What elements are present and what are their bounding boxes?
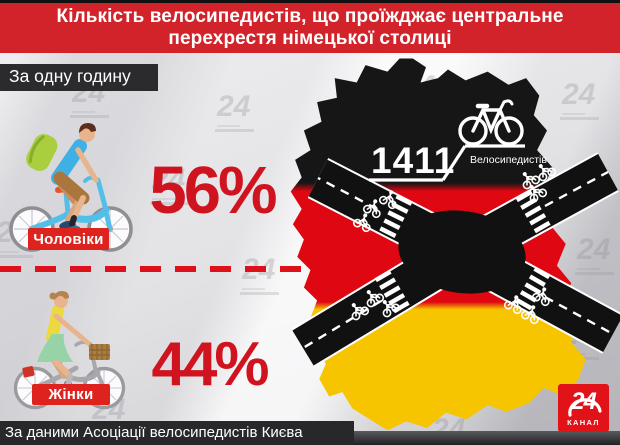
channel-watermark-icon: 24 <box>215 92 255 132</box>
logo-number: 24 <box>571 388 597 415</box>
red-dashed-divider <box>0 266 312 272</box>
channel-watermark-icon: 24 <box>150 165 190 205</box>
bike-basket <box>89 344 110 360</box>
women-percentage-value: 44% <box>151 330 269 399</box>
woman-rider <box>37 291 91 393</box>
men-label: Чоловіки <box>33 230 104 248</box>
fraction-lines <box>369 144 525 182</box>
channel-watermark-icon: 24 <box>560 80 600 120</box>
men-label-badge: Чоловіки <box>28 228 109 250</box>
time-period-badge: За одну годину <box>0 64 158 91</box>
cyclist-count-unit: Велосипедистів <box>470 154 547 166</box>
channel-24-logo: 24 КАНАЛ <box>558 384 609 432</box>
bicycle-icon <box>458 99 524 146</box>
source-text: За даними Асоціації велосипедистів Києва <box>5 423 303 441</box>
title-banner: Кількість велосипедистів, що проїжджає ц… <box>0 0 620 53</box>
channel-watermark-icon: 24 <box>575 235 615 275</box>
page-title: Кількість велосипедистів, що проїжджає ц… <box>56 5 564 49</box>
channel-watermark-icon: 24 <box>240 255 280 295</box>
intersection-roads <box>291 152 620 368</box>
germany-map: 1411 Велосипедистів <box>290 58 620 431</box>
time-period-label: За одну годину <box>9 66 131 86</box>
source-bar: За даними Асоціації велосипедистів Києва <box>0 421 354 445</box>
women-label: Жінки <box>48 386 94 403</box>
crosswalks <box>374 189 553 317</box>
count-overlay: 1411 Велосипедистів <box>369 99 547 182</box>
lane-markings <box>302 170 614 350</box>
logo-name: КАНАЛ <box>567 418 600 427</box>
rear-bag <box>22 366 35 378</box>
men-percentage-value: 56% <box>149 153 277 228</box>
cyclist-count: 1411 <box>371 140 455 181</box>
logo-swoosh-icon <box>568 398 602 417</box>
women-label-badge: Жінки <box>32 384 110 405</box>
